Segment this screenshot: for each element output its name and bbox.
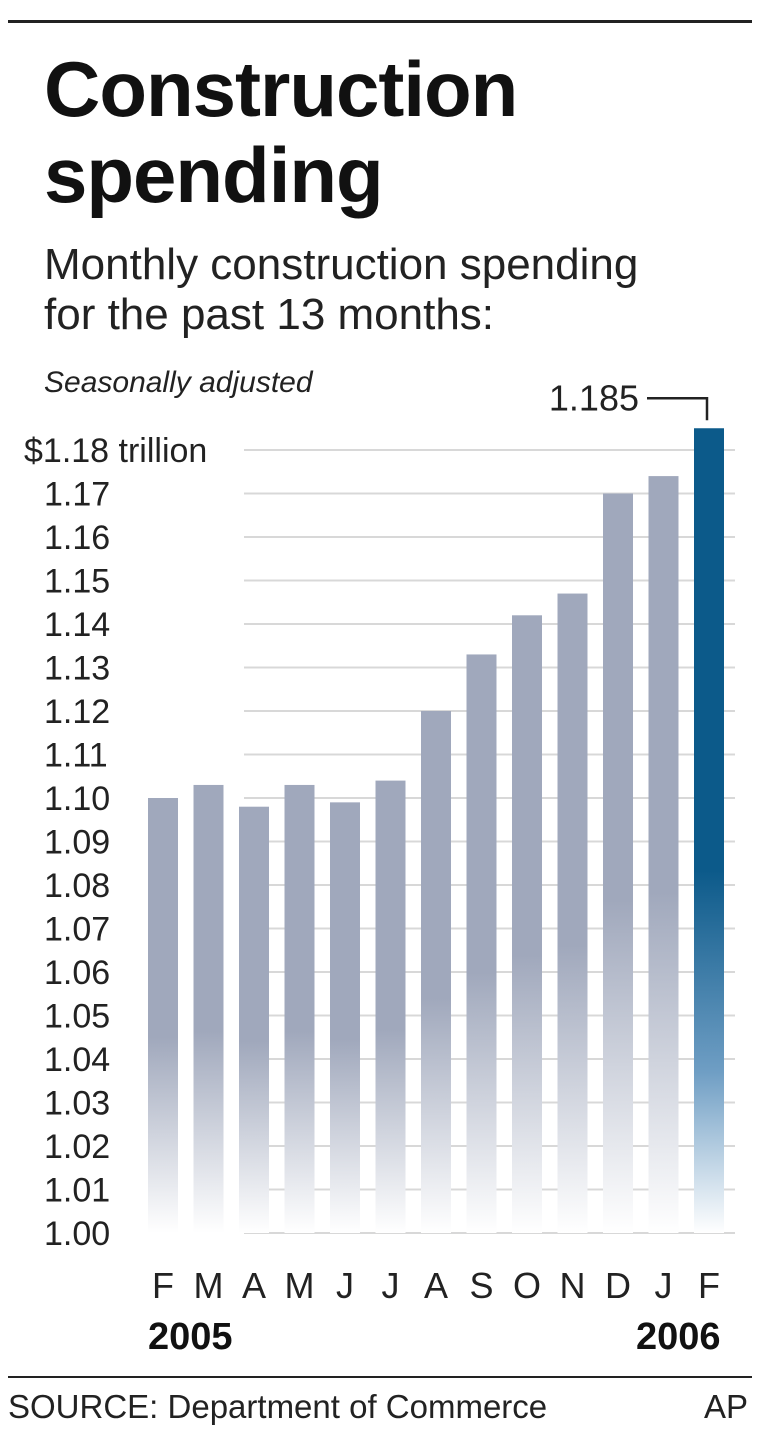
y-tick-label: $1.18 trillion: [24, 432, 207, 470]
subtitle-line-2: for the past 13 months:: [44, 290, 495, 339]
x-tick-label: O: [513, 1265, 541, 1306]
subtitle-line-1: Monthly construction spending: [44, 240, 639, 289]
x-tick-label: J: [382, 1265, 400, 1306]
bar-m-1: [193, 784, 224, 1233]
y-tick-label: 1.00: [44, 1215, 110, 1253]
y-tick-label: 1.04: [44, 1041, 110, 1079]
x-tick-label: F: [152, 1265, 174, 1306]
year-label-2006: 2006: [636, 1316, 721, 1358]
bar-j-11: [648, 476, 679, 1234]
bar-f-0: [148, 798, 178, 1233]
adjustment-note: Seasonally adjusted: [44, 366, 313, 399]
y-axis-labels: 1.00 1.01 1.02 1.03 1.04 1.05 1.06 1.07 1.08 1.09…: [24, 432, 207, 1253]
y-tick-label: 1.03: [44, 1085, 110, 1123]
bar-s-7: [466, 654, 497, 1233]
bars: [148, 428, 724, 1234]
agency-credit: AP: [703, 1388, 748, 1425]
chart-subtitle: Monthly construction spending for the pa…: [44, 240, 638, 340]
bar-m-3: [284, 784, 315, 1233]
annotation-label: 1.185: [549, 380, 639, 418]
year-label-2005: 2005: [148, 1316, 233, 1358]
y-tick-label: 1.07: [44, 911, 110, 949]
source-credit: SOURCE: Department of Commerce: [8, 1388, 548, 1425]
y-tick-label: 1.11: [44, 737, 108, 775]
bar-a-6: [421, 711, 451, 1233]
y-tick-label: 1.14: [44, 606, 110, 644]
bar-d-10: [603, 493, 633, 1233]
y-tick-label: 1.05: [44, 998, 110, 1036]
y-tick-label: 1.01: [44, 1172, 110, 1210]
y-tick-label: 1.13: [44, 650, 110, 688]
bar-f-12: [694, 428, 724, 1233]
x-tick-label: D: [605, 1265, 631, 1306]
y-tick-label: 1.12: [44, 693, 110, 731]
y-tick-label: 1.17: [44, 476, 110, 514]
bar-n-9: [557, 593, 588, 1233]
y-tick-label: 1.02: [44, 1128, 110, 1166]
value-annotation: 1.185: [549, 380, 709, 421]
top-rule: [8, 20, 752, 23]
bottom-rule: [8, 1376, 752, 1378]
y-tick-label: 1.09: [44, 824, 110, 862]
bar-j-5: [375, 780, 406, 1233]
y-tick-label: 1.08: [44, 867, 110, 905]
y-tick-label: 1.15: [44, 563, 110, 601]
x-tick-label: A: [424, 1265, 448, 1306]
title-line-2: spending: [44, 131, 384, 219]
title-line-1: Construction: [44, 45, 518, 133]
x-tick-label: J: [655, 1265, 673, 1306]
y-tick-label: 1.10: [44, 780, 110, 818]
x-tick-label: J: [336, 1265, 354, 1306]
chart-title: Construction spending: [44, 45, 518, 219]
y-tick-label: 1.06: [44, 954, 110, 992]
y-tick-label: 1.16: [44, 519, 110, 557]
bar-o-8: [512, 615, 542, 1233]
x-tick-label: N: [560, 1265, 586, 1306]
x-tick-label: S: [469, 1265, 493, 1306]
bar-chart: 1.00 1.01 1.02 1.03 1.04 1.05 1.06 1.07 1.08 1.09…: [24, 380, 735, 1306]
x-tick-label: M: [194, 1265, 224, 1306]
x-tick-label: A: [242, 1265, 266, 1306]
x-tick-label: F: [698, 1265, 720, 1306]
x-tick-label: M: [285, 1265, 315, 1306]
bar-a-2: [239, 806, 269, 1233]
annotation-leader-line: [647, 397, 709, 421]
bar-j-4: [330, 802, 360, 1233]
